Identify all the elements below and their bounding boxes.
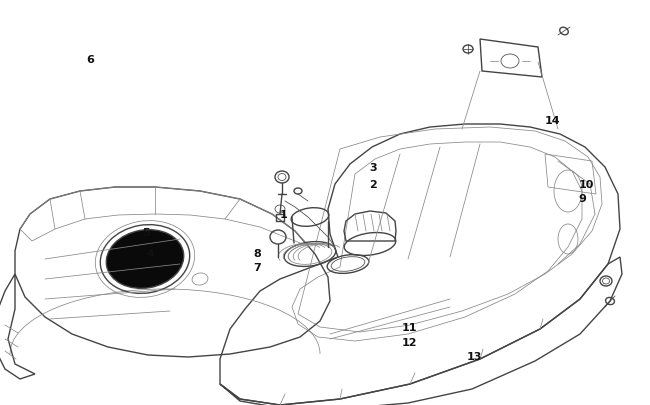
- Text: 4: 4: [147, 248, 155, 258]
- Text: 5: 5: [142, 228, 150, 238]
- Text: 11: 11: [402, 322, 417, 332]
- Text: 9: 9: [578, 194, 586, 203]
- Text: 3: 3: [369, 163, 377, 173]
- Text: 6: 6: [86, 55, 94, 65]
- Text: 8: 8: [254, 248, 261, 258]
- Text: 10: 10: [578, 179, 594, 189]
- Text: 13: 13: [467, 352, 482, 361]
- Ellipse shape: [106, 230, 184, 289]
- Text: 12: 12: [402, 337, 417, 347]
- Text: 1: 1: [280, 210, 287, 220]
- Text: 14: 14: [545, 116, 560, 126]
- Text: 7: 7: [254, 262, 261, 272]
- Text: 2: 2: [369, 179, 377, 189]
